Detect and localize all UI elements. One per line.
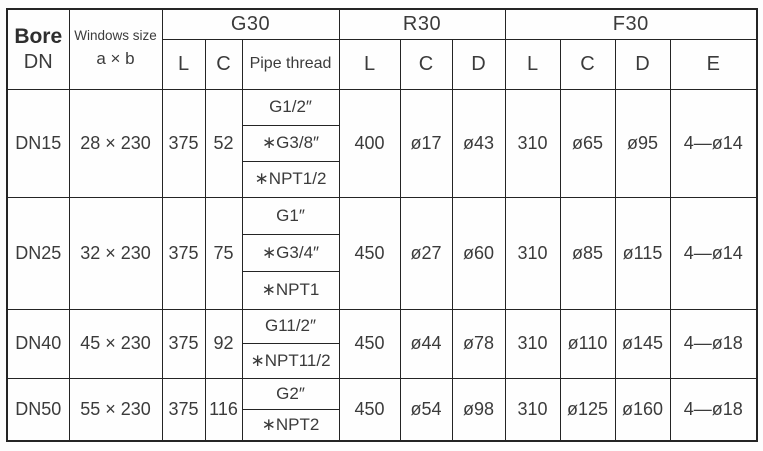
- header-f30-c: C: [559, 38, 616, 90]
- header-f30-l: L: [504, 38, 561, 90]
- cell-f30-l: 310: [504, 196, 561, 310]
- header-bore-dn: Bore DN: [6, 8, 70, 90]
- cell-pipe-thread: ∗NPT1: [241, 270, 340, 310]
- cell-r30-c: ø17: [399, 88, 453, 198]
- cell-r30-l: 450: [338, 308, 401, 379]
- windows-size-label: Windows size: [74, 28, 157, 44]
- table-row: ∗NPT1: [7, 270, 757, 310]
- cell-pipe-thread: G1/2″: [241, 88, 340, 126]
- cell-g30-l: 375: [161, 377, 206, 442]
- cell-g30-c: 75: [204, 196, 243, 310]
- cell-r30-c: ø27: [399, 196, 453, 310]
- bore-label: Bore: [14, 25, 63, 49]
- cell-f30-d: ø95: [614, 88, 671, 198]
- cell-window-size: 45 × 230: [68, 308, 163, 379]
- header-group-f30: F30: [504, 8, 758, 40]
- cell-dn: DN40: [6, 308, 70, 379]
- cell-f30-d: ø145: [614, 308, 671, 379]
- header-windows-size: Windows size a × b: [68, 8, 163, 90]
- dn-label: DN: [23, 51, 53, 74]
- cell-f30-l: 310: [504, 377, 561, 442]
- cell-g30-c: 52: [204, 88, 243, 198]
- cell-pipe-thread: ∗G3/4″: [241, 233, 340, 272]
- cell-pipe-thread: ∗NPT1/2: [241, 160, 340, 198]
- cell-f30-c: ø65: [559, 88, 616, 198]
- cell-f30-c: ø125: [559, 377, 616, 442]
- cell-r30-l: 400: [338, 88, 401, 198]
- cell-r30-d: ø78: [451, 308, 506, 379]
- table-row-dn50: DN50 55 × 230 375 116 G2″ 450 ø54 ø98 31…: [6, 377, 758, 442]
- header-g30-l: L: [161, 38, 206, 90]
- cell-g30-l: 375: [161, 308, 206, 379]
- cell-e: 4—ø18: [669, 308, 758, 379]
- cell-g30-l: 375: [161, 88, 206, 198]
- a-x-b-label: a × b: [96, 48, 135, 68]
- cell-e: 4—ø14: [669, 88, 758, 198]
- header-group-g30: G30: [161, 8, 340, 40]
- cell-f30-l: 310: [504, 88, 561, 198]
- table-row-dn15: DN15 28 × 230 375 52 G1/2″ 400 ø17 ø43 3…: [6, 88, 758, 198]
- header-g30-c: C: [204, 38, 243, 90]
- cell-window-size: 55 × 230: [68, 377, 163, 442]
- cell-g30-c: 92: [204, 308, 243, 379]
- header-r30-l: L: [338, 38, 401, 90]
- header-g30-pipe-thread: Pipe thread: [241, 38, 340, 90]
- header-r30-d: D: [451, 38, 506, 90]
- header-f30-e: E: [669, 38, 758, 90]
- cell-f30-c: ø85: [559, 196, 616, 310]
- cell-pipe-thread: G1″: [241, 196, 340, 235]
- cell-g30-c: 116: [204, 377, 243, 442]
- cell-e: 4—ø14: [669, 196, 758, 310]
- cell-f30-c: ø110: [559, 308, 616, 379]
- table-row: ∗NPT11/2: [7, 342, 757, 379]
- cell-r30-d: ø60: [451, 196, 506, 310]
- cell-dn: DN50: [6, 377, 70, 442]
- cell-pipe-thread: G11/2″: [241, 308, 340, 344]
- cell-e: 4—ø18: [669, 377, 758, 442]
- header-f30-d: D: [614, 38, 671, 90]
- cell-dn: DN15: [6, 88, 70, 198]
- cell-pipe-thread: G2″: [241, 377, 340, 410]
- header-r30-c: C: [399, 38, 453, 90]
- cell-pipe-thread: ∗G3/8″: [241, 124, 340, 162]
- cell-pipe-thread: ∗NPT2: [241, 408, 340, 442]
- cell-window-size: 28 × 230: [68, 88, 163, 198]
- table-row: ∗NPT1/2: [7, 160, 757, 198]
- cell-r30-d: ø43: [451, 88, 506, 198]
- cell-r30-l: 450: [338, 377, 401, 442]
- cell-f30-l: 310: [504, 308, 561, 379]
- table-row-dn25: DN25 32 × 230 375 75 G1″ 450 ø27 ø60 310…: [6, 196, 758, 310]
- cell-f30-d: ø160: [614, 377, 671, 442]
- cell-f30-d: ø115: [614, 196, 671, 310]
- cell-dn: DN25: [6, 196, 70, 310]
- table-row-dn40: DN40 45 × 230 375 92 G11/2″ 450 ø44 ø78 …: [6, 308, 758, 379]
- table-row: ∗NPT2: [7, 408, 757, 442]
- cell-r30-c: ø44: [399, 308, 453, 379]
- spec-table: Bore DN Windows size a × b G30 R30 F30 L…: [6, 8, 759, 442]
- cell-r30-c: ø54: [399, 377, 453, 442]
- cell-pipe-thread: ∗NPT11/2: [241, 342, 340, 379]
- table-row: ∗G3/8″: [7, 124, 757, 162]
- header-group-r30: R30: [338, 8, 506, 40]
- cell-r30-d: ø98: [451, 377, 506, 442]
- cell-window-size: 32 × 230: [68, 196, 163, 310]
- cell-g30-l: 375: [161, 196, 206, 310]
- cell-r30-l: 450: [338, 196, 401, 310]
